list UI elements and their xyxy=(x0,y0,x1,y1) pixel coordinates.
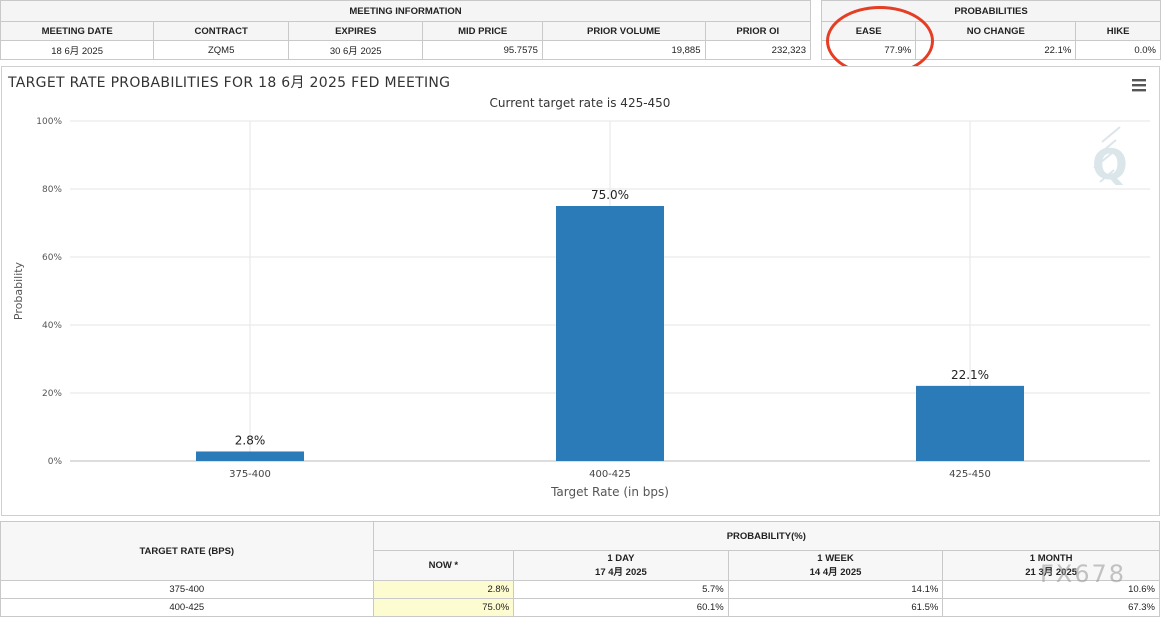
chart-panel: TARGET RATE PROBABILITIES FOR 18 6月 2025… xyxy=(1,66,1160,516)
hike-value: 0.0% xyxy=(1075,40,1161,60)
now-cell: 2.8% xyxy=(372,580,515,599)
probability-history-table: TARGET RATE (BPS) PROBABILITY(%) NOW * 1… xyxy=(0,521,1161,617)
y-tick-label: 40% xyxy=(42,321,62,331)
hamburger-menu-icon-bar xyxy=(1132,84,1146,87)
table-row: 375-400 2.8% 5.7% 14.1% 10.6% xyxy=(0,580,1160,599)
y-axis-ticks: 0% 20% 40% 60% 80% 100% xyxy=(36,117,62,467)
x-axis-label: Target Rate (in bps) xyxy=(550,485,669,499)
now-cell: 75.0% xyxy=(372,598,515,617)
no-change-header: NO CHANGE xyxy=(915,21,1077,41)
contract-value: ZQM5 xyxy=(153,40,290,60)
table-row: 400-425 75.0% 60.1% 61.5% 67.3% xyxy=(0,598,1160,617)
y-tick-label: 60% xyxy=(42,253,62,263)
y-tick-label: 0% xyxy=(48,457,63,467)
bar-chart: TARGET RATE PROBABILITIES FOR 18 6月 2025… xyxy=(7,75,1150,499)
hike-header: HIKE xyxy=(1075,21,1161,41)
chart-subtitle: Current target rate is 425-450 xyxy=(490,96,671,110)
bar xyxy=(196,451,304,461)
x-tick-label: 375-400 xyxy=(229,469,271,480)
meeting-date-value: 18 6月 2025 xyxy=(0,40,155,60)
expires-value: 30 6月 2025 xyxy=(288,40,424,60)
contract-header: CONTRACT xyxy=(153,21,290,41)
meeting-info-title: MEETING INFORMATION xyxy=(0,0,811,22)
svg-text:Q: Q xyxy=(1092,140,1128,189)
target-rate-header: TARGET RATE (BPS) xyxy=(0,521,374,581)
x-tick-label: 400-425 xyxy=(589,469,631,480)
one-day-header: 1 DAY 17 4月 2025 xyxy=(513,550,729,581)
chart-title: TARGET RATE PROBABILITIES FOR 18 6月 2025… xyxy=(7,75,450,91)
one-month-header: 1 MONTH 21 3月 2025 xyxy=(942,550,1160,581)
y-tick-label: 80% xyxy=(42,185,62,195)
bar-data-label: 75.0% xyxy=(591,188,629,202)
bar xyxy=(556,206,664,461)
day-cell: 5.7% xyxy=(513,580,729,599)
prior-oi-header: PRIOR OI xyxy=(704,21,811,41)
y-tick-label: 20% xyxy=(42,389,62,399)
bar xyxy=(916,385,1024,461)
menu-button[interactable] xyxy=(1128,77,1150,95)
y-tick-label: 100% xyxy=(36,117,62,127)
hamburger-menu-icon xyxy=(1132,79,1146,82)
mid-price-header: MID PRICE xyxy=(422,21,543,41)
rate-cell: 375-400 xyxy=(0,580,374,599)
q-logo: Q xyxy=(1092,126,1128,189)
now-header: NOW * xyxy=(372,550,515,581)
bar-data-label: 22.1% xyxy=(951,368,989,382)
prior-oi-value: 232,323 xyxy=(704,40,811,60)
x-axis-ticks: 375-400 400-425 425-450 xyxy=(229,469,991,480)
week-cell: 14.1% xyxy=(727,580,944,599)
prior-volume-header: PRIOR VOLUME xyxy=(541,21,706,41)
one-week-header: 1 WEEK 14 4月 2025 xyxy=(727,550,944,581)
y-axis-label: Probability xyxy=(12,261,25,320)
expires-header: EXPIRES xyxy=(288,21,424,41)
watermark: FX678 xyxy=(1040,560,1127,588)
mid-price-value: 95.7575 xyxy=(422,40,543,60)
prior-volume-value: 19,885 xyxy=(541,40,706,60)
no-change-value: 22.1% xyxy=(915,40,1077,60)
chart-bars: 2.8% 75.0% 22.1% xyxy=(196,188,1024,461)
meeting-date-header: MEETING DATE xyxy=(0,21,155,41)
bar-data-label: 2.8% xyxy=(235,433,266,447)
probability-group-header: PROBABILITY(%) xyxy=(372,521,1161,551)
meeting-info-table: MEETING INFORMATION MEETING DATE CONTRAC… xyxy=(0,0,811,60)
x-tick-label: 425-450 xyxy=(949,469,991,480)
hamburger-menu-icon-bar xyxy=(1132,89,1146,92)
